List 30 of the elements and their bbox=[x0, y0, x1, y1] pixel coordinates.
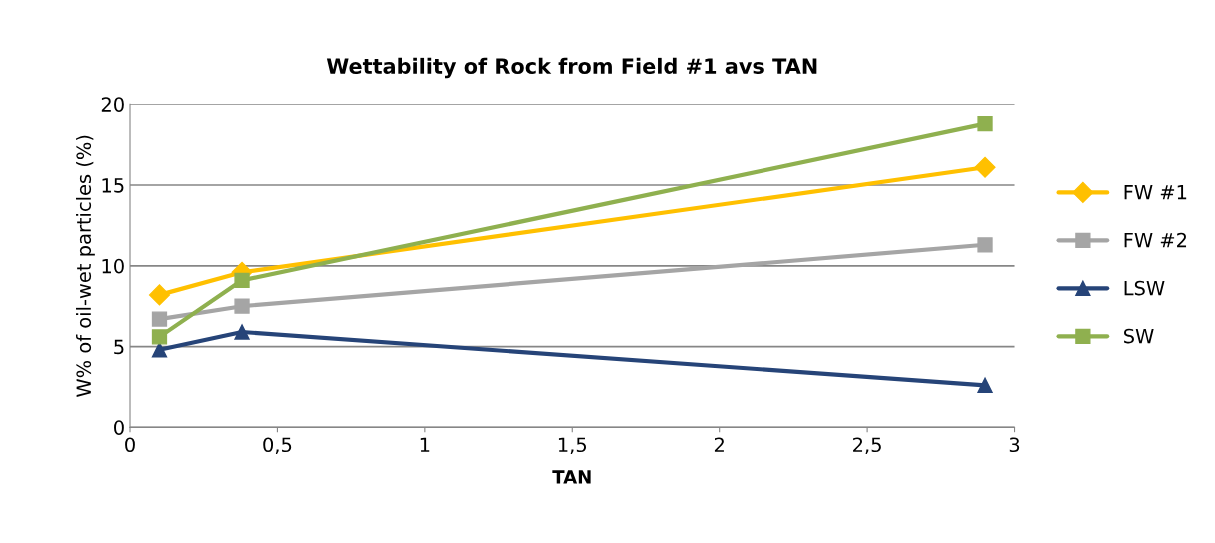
chart-title: Wettability of Rock from Field #1 avs TAN bbox=[326, 57, 817, 79]
x-tick-label: 0,5 bbox=[263, 437, 292, 455]
legend-label: FW #1 bbox=[1124, 185, 1187, 200]
point bbox=[151, 329, 168, 345]
point bbox=[977, 116, 993, 132]
point bbox=[974, 156, 996, 178]
point bbox=[151, 342, 168, 358]
x-tick-label: 0 bbox=[125, 437, 135, 453]
x-tick-label: 2 bbox=[714, 437, 724, 452]
x-tick-label: 2,5 bbox=[853, 437, 881, 455]
y-tick-label: 0 bbox=[114, 420, 124, 435]
legend-label: FW #2 bbox=[1124, 232, 1187, 248]
point bbox=[234, 272, 250, 288]
point bbox=[148, 284, 171, 306]
point bbox=[234, 298, 250, 314]
y-tick-label: 10 bbox=[102, 258, 124, 274]
y-tick-label: 5 bbox=[114, 339, 124, 355]
point bbox=[151, 311, 168, 327]
x-tick-label: 1 bbox=[420, 437, 430, 452]
point bbox=[234, 324, 250, 340]
y-tick-label: 20 bbox=[101, 97, 124, 112]
x-tick-label: 1,5 bbox=[558, 437, 587, 455]
y-axis-title: W% of oil-wet particles (%) bbox=[76, 135, 95, 397]
legend-label: SW bbox=[1124, 328, 1154, 344]
legend-label: LSW bbox=[1124, 280, 1165, 296]
y-tick-label: 15 bbox=[102, 178, 124, 193]
x-axis-title: TAN bbox=[552, 470, 591, 484]
point bbox=[977, 237, 993, 253]
point bbox=[977, 377, 993, 393]
x-tick-label: 3 bbox=[1009, 437, 1020, 453]
